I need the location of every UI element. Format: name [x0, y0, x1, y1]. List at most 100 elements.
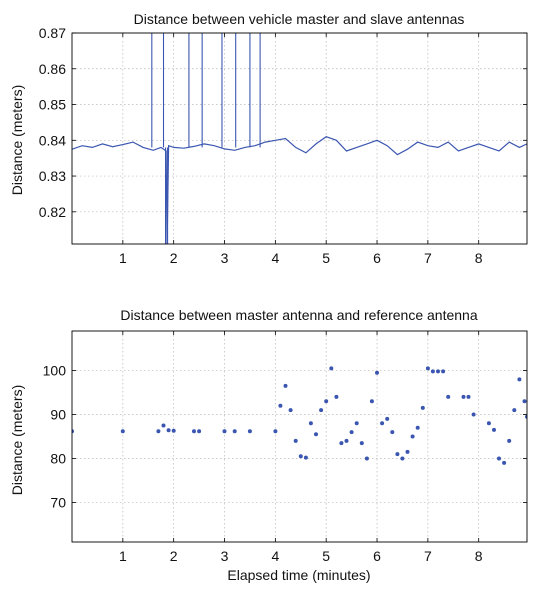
- chart-bottom-point: [288, 408, 293, 413]
- chart-bottom-point: [161, 423, 166, 428]
- chart-bottom-point: [492, 427, 496, 432]
- chart-bottom-point: [166, 428, 171, 433]
- chart-bottom-point: [369, 399, 374, 404]
- chart-bottom-point: [502, 460, 507, 465]
- chart-bottom-point: [298, 454, 303, 459]
- chart-bottom-point: [344, 438, 349, 443]
- chart-bottom-point: [425, 366, 430, 371]
- chart-bottom-point: [334, 394, 339, 399]
- chart-bottom-point: [303, 455, 308, 460]
- chart-bottom-point: [512, 408, 517, 413]
- chart-bottom-point: [522, 399, 527, 404]
- chart-bottom-xlabel: Elapsed time (minutes): [227, 567, 370, 583]
- chart-bottom-point: [308, 421, 313, 426]
- chart-top-ytick-label-2: 0.84: [39, 132, 66, 148]
- chart-top-data: [72, 33, 527, 244]
- chart-bottom-point: [72, 429, 74, 434]
- chart-bottom-point: [278, 403, 283, 408]
- chart-top-xtick-label-6: 6: [373, 250, 381, 266]
- chart-bottom-point: [517, 377, 522, 382]
- chart-top-xtick-label-7: 7: [424, 250, 432, 266]
- chart-bottom-point: [441, 369, 446, 374]
- chart-bottom-point: [197, 429, 202, 434]
- chart-bottom-point: [283, 383, 288, 388]
- chart-bottom-ylabel: Distance (meters): [9, 385, 25, 495]
- chart-bottom-point: [461, 394, 466, 399]
- chart-bottom-point: [192, 429, 196, 434]
- chart-bottom-point: [471, 412, 476, 417]
- chart-bottom-xtick-label-7: 7: [424, 548, 432, 564]
- chart-top-xtick-label-8: 8: [475, 250, 483, 266]
- chart-bottom-point: [375, 370, 379, 375]
- chart-bottom-xtick-label-1: 1: [119, 548, 127, 564]
- chart-bottom-point: [415, 425, 420, 430]
- chart-bottom-point: [364, 456, 369, 461]
- chart-top-ytick-label-4: 0.86: [39, 61, 66, 77]
- chart-bottom-gridlines: [72, 331, 527, 542]
- chart-top-series-line: [72, 136, 527, 244]
- chart-bottom-point: [319, 408, 324, 413]
- chart-bottom-ytick-label-3: 100: [43, 363, 67, 379]
- chart-bottom-axes-frame: [71, 330, 528, 543]
- chart-bottom: Distance between master antenna and refe…: [9, 307, 528, 583]
- chart-bottom-ticks: 1 2 3 4 5 6 7 8 70 80 90 100: [43, 331, 527, 564]
- chart-bottom-xtick-label-8: 8: [475, 548, 483, 564]
- chart-bottom-point: [395, 452, 400, 457]
- chart-bottom-xtick-label-5: 5: [322, 548, 330, 564]
- chart-top-ticks: 1 2 3 4 5 6 7 8 0.82 0.83 0.84 0.85 0.86 0.87: [39, 25, 527, 266]
- chart-bottom-point: [420, 405, 425, 410]
- chart-top-xtick-label-5: 5: [322, 250, 330, 266]
- chart-bottom-point: [390, 430, 395, 435]
- chart-bottom-point: [120, 429, 125, 434]
- chart-top-ytick-label-1: 0.83: [39, 168, 66, 184]
- chart-bottom-ytick-label-1: 80: [50, 450, 66, 466]
- chart-bottom-point: [410, 434, 415, 439]
- chart-top-ytick-label-3: 0.85: [39, 97, 66, 113]
- chart-bottom-point: [446, 394, 451, 399]
- chart-top: Distance between vehicle master and slav…: [9, 11, 528, 266]
- chart-top-ylabel: Distance (meters): [9, 85, 25, 195]
- chart-top-title: Distance between vehicle master and slav…: [134, 11, 465, 27]
- chart-bottom-point: [354, 421, 359, 426]
- chart-bottom-point: [405, 449, 410, 454]
- chart-top-xtick-label-3: 3: [221, 250, 229, 266]
- chart-top-xtick-label-4: 4: [271, 250, 279, 266]
- chart-bottom-point: [156, 429, 161, 434]
- chart-top-xtick-label-2: 2: [170, 250, 178, 266]
- chart-top-gridlines: [72, 32, 527, 244]
- chart-bottom-point: [222, 429, 227, 434]
- chart-bottom-point: [273, 429, 278, 434]
- chart-bottom-point: [400, 456, 405, 461]
- chart-bottom-point: [171, 428, 176, 433]
- chart-bottom-point: [486, 421, 491, 426]
- chart-bottom-point: [232, 429, 237, 434]
- chart-bottom-xtick-label-6: 6: [373, 548, 381, 564]
- chart-top-axes-frame: [71, 32, 528, 245]
- chart-bottom-point: [293, 438, 298, 443]
- chart-bottom-point: [385, 416, 390, 421]
- chart-bottom-data: [72, 366, 527, 465]
- chart-bottom-point: [436, 369, 440, 374]
- chart-top-ytick-label-0: 0.82: [39, 204, 66, 220]
- chart-bottom-point: [430, 369, 435, 374]
- chart-bottom-point: [324, 399, 329, 404]
- chart-bottom-point: [497, 456, 501, 461]
- chart-bottom-point: [349, 430, 354, 435]
- chart-top-ytick-label-5: 0.87: [39, 25, 66, 41]
- chart-bottom-point: [314, 432, 318, 437]
- chart-top-xtick-label-1: 1: [119, 250, 127, 266]
- chart-bottom-point: [329, 366, 334, 371]
- chart-bottom-point: [525, 414, 527, 419]
- chart-bottom-point: [339, 441, 344, 446]
- chart-bottom-point: [359, 441, 364, 446]
- chart-bottom-xtick-label-4: 4: [271, 548, 279, 564]
- chart-bottom-xtick-label-2: 2: [170, 548, 178, 564]
- chart-bottom-point: [247, 429, 252, 434]
- chart-bottom-ytick-label-0: 70: [50, 494, 66, 510]
- chart-bottom-point: [466, 394, 471, 399]
- chart-bottom-ytick-label-2: 90: [50, 407, 66, 423]
- chart-bottom-title: Distance between master antenna and refe…: [120, 307, 477, 323]
- chart-bottom-xtick-label-3: 3: [221, 548, 229, 564]
- chart-bottom-point: [507, 438, 512, 443]
